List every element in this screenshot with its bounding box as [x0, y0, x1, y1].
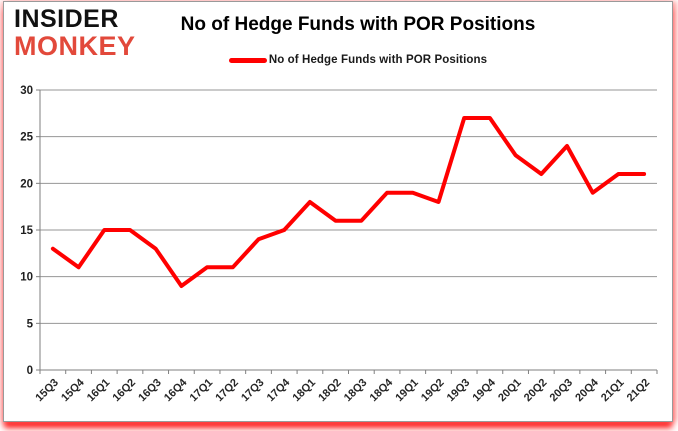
x-axis-label: 18Q4 — [368, 376, 396, 404]
x-axis-label: 20Q2 — [522, 377, 550, 405]
y-axis-label: 10 — [20, 272, 33, 284]
legend-series-label: No of Hedge Funds with POR Positions — [268, 54, 488, 66]
insider-monkey-logo: INSIDER MONKEY — [14, 7, 136, 60]
x-axis-label: 20Q4 — [573, 376, 601, 404]
y-axis-label: 20 — [20, 178, 33, 190]
y-axis-label: 0 — [27, 365, 33, 377]
x-axis-label: 17Q4 — [265, 376, 293, 404]
x-axis-label: 17Q1 — [188, 377, 216, 405]
y-axis-label: 30 — [20, 85, 33, 97]
legend-line-marker — [228, 57, 267, 63]
x-axis-label: 20Q1 — [496, 377, 524, 405]
chart-card: INSIDER MONKEY No of Hedge Funds with PO… — [3, 1, 673, 422]
chart-legend: No of Hedge Funds with POR Positions — [44, 54, 672, 66]
logo-text-monkey: MONKEY — [14, 31, 136, 61]
x-axis-label: 15Q3 — [33, 377, 61, 405]
y-axis-label: 5 — [27, 318, 34, 330]
x-axis-label: 19Q1 — [393, 377, 421, 405]
x-axis-label: 16Q2 — [111, 377, 139, 405]
x-axis-label: 18Q3 — [342, 377, 370, 405]
line-chart-plot-area: 0 5 10 15 20 25 30 15Q315Q416Q116Q216Q316Q417Q1… — [20, 85, 658, 405]
x-axis-label: 21Q2 — [625, 377, 653, 405]
y-axis-label: 15 — [20, 225, 33, 237]
series-line — [50, 116, 647, 288]
x-axis-label: 16Q1 — [85, 377, 113, 405]
x-axis-label: 16Q4 — [162, 376, 190, 404]
x-axis-label: 21Q1 — [599, 377, 627, 405]
x-axis-label: 18Q2 — [316, 377, 344, 405]
x-axis-label: 16Q3 — [136, 377, 164, 405]
x-axis-label: 20Q3 — [548, 377, 576, 405]
x-axis-label: 15Q4 — [59, 376, 87, 404]
x-axis-label: 19Q4 — [470, 376, 498, 404]
x-axis-label: 19Q2 — [419, 377, 447, 405]
chart-title: No of Hedge Funds with POR Positions — [180, 14, 536, 35]
x-axis-label: 17Q3 — [239, 377, 267, 405]
x-axis-label: 18Q1 — [291, 377, 319, 405]
x-axis-label: 19Q3 — [445, 377, 473, 405]
x-axis-label: 17Q2 — [213, 377, 241, 405]
y-axis-label: 25 — [20, 132, 33, 144]
logo-text-insider: INSIDER — [14, 5, 119, 33]
